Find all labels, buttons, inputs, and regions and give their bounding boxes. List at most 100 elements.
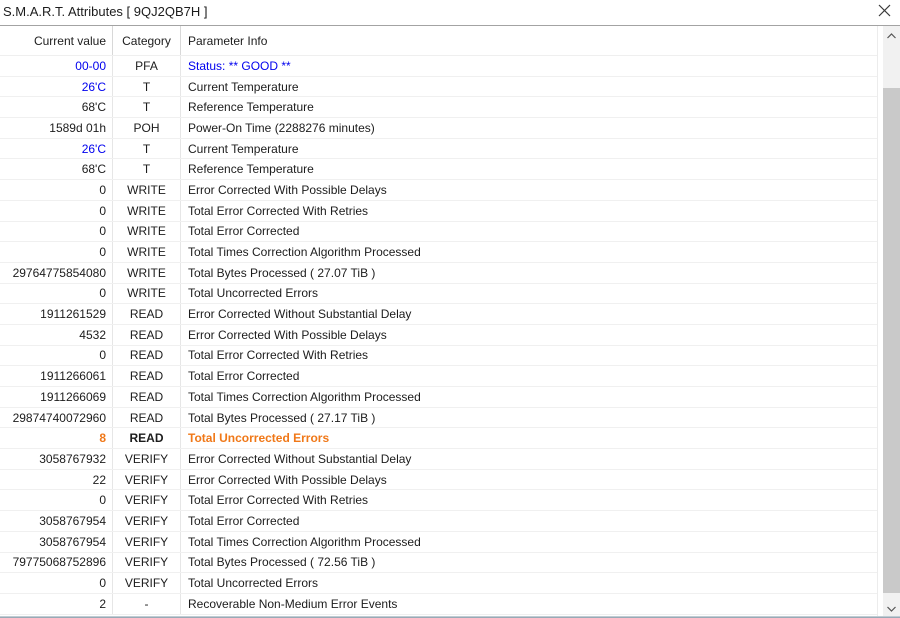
parameter-info-cell: Total Error Corrected [188,369,300,384]
current-value-cell: 26'C [0,76,113,97]
attributes-list: Current value Category Parameter Info 00… [0,26,878,616]
current-value-cell: 3058767954 [0,511,113,531]
scroll-down-button[interactable] [883,599,900,616]
category-cell: VERIFY [113,552,181,573]
current-value-cell: 0 [0,200,113,221]
category-cell: WRITE [113,242,181,262]
table-row[interactable]: 4532 READ Error Corrected With Possible … [0,324,877,346]
list-header-row: Current value Category Parameter Info [0,26,877,56]
table-row[interactable]: 29874740072960 READ Total Bytes Processe… [0,407,877,429]
attributes-list-area: Current value Category Parameter Info 00… [0,26,900,616]
parameter-info-cell: Total Uncorrected Errors [188,431,330,446]
chevron-down-icon [887,599,896,617]
category-cell: READ [113,304,181,324]
category-cell: READ [113,324,181,345]
category-cell: READ [113,366,181,386]
table-row[interactable]: 1911261529 READ Error Corrected Without … [0,304,877,325]
category-cell: VERIFY [113,469,181,490]
scrollbar-thumb[interactable] [883,88,900,593]
table-row[interactable]: 0 WRITE Total Error Corrected With Retri… [0,200,877,222]
current-value-cell: 8 [0,428,113,449]
parameter-info-cell: Total Error Corrected [188,224,300,239]
parameter-info-cell: Total Error Corrected With Retries [188,348,369,363]
table-row[interactable]: 3058767954 VERIFY Total Error Corrected [0,511,877,532]
current-value-cell: 26'C [0,138,113,159]
category-cell: VERIFY [113,511,181,531]
parameter-info-cell: Total Bytes Processed ( 27.07 TiB ) [188,265,376,280]
current-value-cell: 68'C [0,97,113,118]
category-cell: POH [113,118,181,138]
current-value-cell: 0 [0,242,113,262]
current-value-cell: 0 [0,490,113,511]
table-row[interactable]: 1589d 01h POH Power-On Time (2288276 min… [0,118,877,139]
parameter-info-cell: Total Times Correction Algorithm Process… [188,389,421,404]
table-row[interactable]: 1911266069 READ Total Times Correction A… [0,387,877,408]
table-row[interactable]: 0 WRITE Total Uncorrected Errors [0,283,877,305]
parameter-info-cell: Recoverable Non-Medium Error Events [188,596,398,611]
table-row[interactable]: 0 WRITE Total Times Correction Algorithm… [0,242,877,263]
chevron-up-icon [887,26,896,44]
category-cell: T [113,159,181,180]
table-row[interactable]: 0 WRITE Total Error Corrected [0,221,877,243]
parameter-info-cell: Error Corrected With Possible Delays [188,182,387,197]
window-bottom-border [0,616,900,618]
close-icon [878,4,891,22]
parameter-info-cell: Total Bytes Processed ( 72.56 TiB ) [188,555,376,570]
table-row[interactable]: 0 VERIFY Total Uncorrected Errors [0,573,877,594]
close-button[interactable] [873,2,895,24]
current-value-cell: 79775068752896 [0,552,113,573]
vertical-scrollbar[interactable] [883,26,900,616]
table-row[interactable]: 26'C T Current Temperature [0,76,877,98]
table-row[interactable]: 00-00 PFA Status: ** GOOD ** [0,56,877,77]
category-cell: WRITE [113,180,181,200]
table-row[interactable]: 29764775854080 WRITE Total Bytes Process… [0,262,877,284]
current-value-cell: 1911261529 [0,304,113,324]
current-value-cell: 1911266069 [0,387,113,407]
current-value-cell: 68'C [0,159,113,180]
category-cell: WRITE [113,262,181,283]
parameter-info-cell: Error Corrected Without Substantial Dela… [188,451,412,466]
category-cell: VERIFY [113,490,181,511]
parameter-info-cell: Error Corrected With Possible Delays [188,472,387,487]
category-cell: T [113,76,181,97]
table-row[interactable]: 22 VERIFY Error Corrected With Possible … [0,469,877,491]
title-bar: S.M.A.R.T. Attributes [ 9QJ2QB7H ] [0,0,900,25]
current-value-cell: 1589d 01h [0,118,113,138]
table-row[interactable]: 68'C T Reference Temperature [0,97,877,119]
table-row[interactable]: 0 WRITE Error Corrected With Possible De… [0,180,877,201]
current-value-cell: 3058767954 [0,531,113,552]
table-row[interactable]: 68'C T Reference Temperature [0,159,877,181]
table-row[interactable]: 79775068752896 VERIFY Total Bytes Proces… [0,552,877,574]
column-header-current-value[interactable]: Current value [0,26,113,55]
current-value-cell: 1911266061 [0,366,113,386]
current-value-cell: 0 [0,221,113,242]
table-row[interactable]: 3058767954 VERIFY Total Times Correction… [0,531,877,553]
table-row[interactable]: 0 READ Total Error Corrected With Retrie… [0,345,877,367]
column-header-parameter-info[interactable]: Parameter Info [188,33,268,48]
table-row[interactable]: 0 VERIFY Total Error Corrected With Retr… [0,490,877,512]
current-value-cell: 0 [0,345,113,366]
parameter-info-cell: Power-On Time (2288276 minutes) [188,120,375,135]
category-cell: READ [113,387,181,407]
parameter-info-cell: Total Uncorrected Errors [188,286,319,301]
parameter-info-cell: Error Corrected Without Substantial Dela… [188,307,412,322]
parameter-info-cell: Total Error Corrected [188,513,300,528]
table-row[interactable]: 2 - Recoverable Non-Medium Error Events [0,593,877,615]
parameter-info-cell: Error Corrected With Possible Delays [188,327,387,342]
table-row[interactable]: 1911266061 READ Total Error Corrected [0,366,877,387]
parameter-info-cell: Total Times Correction Algorithm Process… [188,534,421,549]
table-row[interactable]: 3058767932 VERIFY Error Corrected Withou… [0,449,877,470]
parameter-info-cell: Reference Temperature [188,162,314,177]
table-row[interactable]: 8 READ Total Uncorrected Errors [0,428,877,450]
parameter-info-cell: Current Temperature [188,79,299,94]
current-value-cell: 22 [0,469,113,490]
parameter-info-cell: Total Times Correction Algorithm Process… [188,245,421,260]
scroll-up-button[interactable] [883,26,900,43]
parameter-info-cell: Status: ** GOOD ** [188,58,291,73]
category-cell: READ [113,345,181,366]
current-value-cell: 29874740072960 [0,407,113,428]
column-header-category[interactable]: Category [113,26,181,55]
table-row[interactable]: 26'C T Current Temperature [0,138,877,160]
current-value-cell: 29764775854080 [0,262,113,283]
parameter-info-cell: Current Temperature [188,141,299,156]
